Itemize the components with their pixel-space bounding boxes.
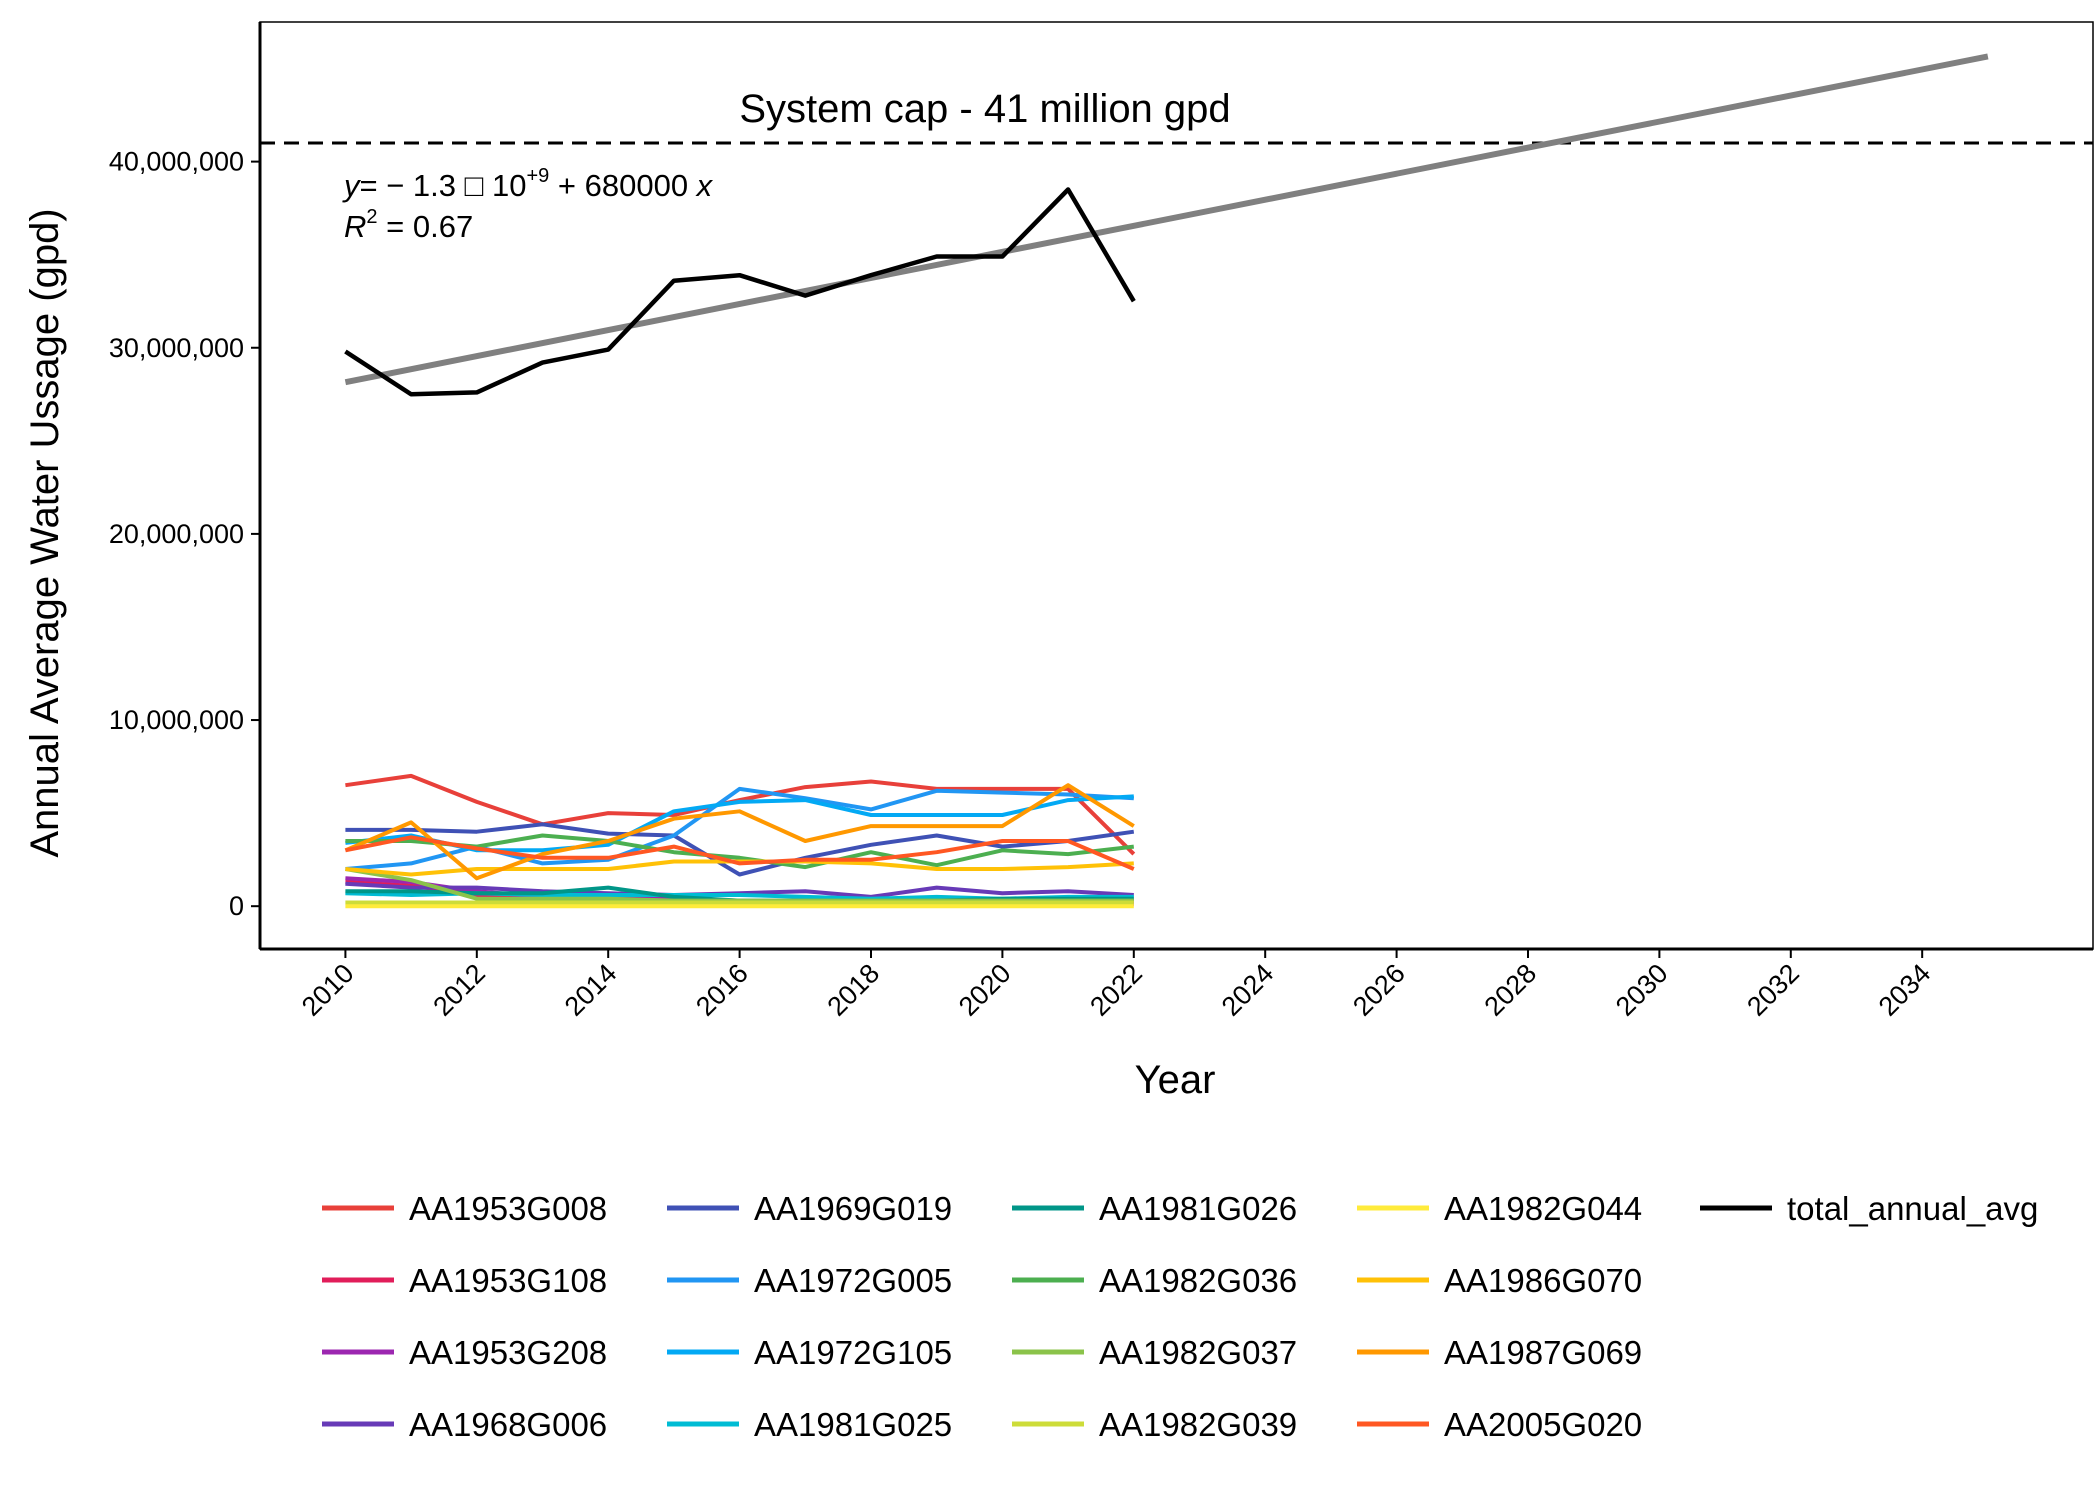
legend-item: AA1972G105 [667, 1334, 952, 1371]
legend-label: AA1981G026 [1099, 1190, 1297, 1227]
trend-line [344, 53, 1989, 386]
equation-main: = − 1.3 □ 10 [360, 168, 527, 203]
legend-label: AA1968G006 [409, 1406, 607, 1443]
legend-item: AA1972G005 [667, 1262, 952, 1299]
legend-label: AA1987G069 [1444, 1334, 1642, 1371]
x-tick-label: 2026 [1347, 958, 1411, 1022]
legend-label: total_annual_avg [1787, 1190, 2038, 1227]
r-squared-line: R2 = 0.67 [344, 206, 473, 244]
x-tick-label: 2012 [427, 958, 491, 1022]
legend-label: AA1953G008 [409, 1190, 607, 1227]
system-cap-label: System cap - 41 million gpd [739, 87, 1230, 131]
y-tick-label: 40,000,000 [109, 147, 244, 177]
equation-y: y [342, 168, 362, 203]
regression-equation: y= − 1.3 □ 10+9 + 680000 x R2 = 0.67 [342, 165, 714, 244]
x-tick-label: 2016 [690, 958, 754, 1022]
x-tick-label: 2028 [1479, 958, 1543, 1022]
legend-label: AA1953G208 [409, 1334, 607, 1371]
x-tick-label: 2010 [296, 958, 360, 1022]
r-squared-exponent: 2 [366, 206, 377, 228]
panel-border [259, 21, 2094, 950]
series-line-aa2005g020 [345, 835, 1135, 871]
r-squared-value: = 0.67 [378, 209, 474, 244]
x-tick-label: 2022 [1084, 958, 1148, 1022]
legend-label: AA1969G019 [754, 1190, 952, 1227]
trend-layer [260, 53, 2093, 386]
x-tick-label: 2024 [1216, 958, 1280, 1022]
legend-item: AA1969G019 [667, 1190, 952, 1227]
x-tick-label: 2020 [953, 958, 1017, 1022]
legend: AA1953G008 AA1953G108 AA1953G208 AA1968G006… [322, 1190, 2038, 1443]
equation-rest: + 680000 [549, 168, 696, 203]
y-tick-label: 20,000,000 [109, 519, 244, 549]
legend-item: AA1953G108 [322, 1262, 607, 1299]
x-axis-title: Year [1135, 1058, 1216, 1102]
series-line-aa1987g069 [344, 783, 1135, 881]
x-tick-label: 2032 [1741, 958, 1805, 1022]
legend-item: AA1982G039 [1012, 1406, 1297, 1443]
equation-exponent: +9 [526, 165, 549, 187]
equation-line: y= − 1.3 □ 10+9 + 680000 x [342, 165, 714, 203]
legend-label: AA1986G070 [1444, 1262, 1642, 1299]
legend-label: AA1982G037 [1099, 1334, 1297, 1371]
legend-label: AA1982G044 [1444, 1190, 1642, 1227]
legend-item: AA1986G070 [1357, 1262, 1642, 1299]
legend-label: AA1982G039 [1099, 1406, 1297, 1443]
series-line-total-annual-avg [344, 187, 1136, 397]
y-axis-title: Annual Average Water Ussage (gpd) [23, 208, 67, 857]
legend-label: AA1981G025 [754, 1406, 952, 1443]
y-tick-label: 10,000,000 [109, 705, 244, 735]
x-tick-label: 2018 [822, 958, 886, 1022]
legend-item: AA1982G037 [1012, 1334, 1297, 1371]
y-tick-label: 30,000,000 [109, 333, 244, 363]
r-squared-r: R [344, 209, 366, 244]
legend-item: AA1981G025 [667, 1406, 952, 1443]
legend-item: AA1981G026 [1012, 1190, 1297, 1227]
legend-item: AA1953G008 [322, 1190, 607, 1227]
legend-item: AA1987G069 [1357, 1334, 1642, 1371]
legend-label: AA1953G108 [409, 1262, 607, 1299]
x-tick-label: 2014 [559, 958, 623, 1022]
y-tick-label: 0 [229, 891, 244, 921]
legend-item: AA2005G020 [1357, 1406, 1642, 1443]
legend-item: AA1982G044 [1357, 1190, 1642, 1227]
x-tick-label: 2030 [1610, 958, 1674, 1022]
legend-label: AA1972G105 [754, 1334, 952, 1371]
series-line-aa1969g019 [345, 822, 1135, 877]
plot-area [259, 21, 2094, 950]
series-layer [344, 187, 1136, 909]
legend-item: AA1953G208 [322, 1334, 607, 1371]
legend-label: AA1982G036 [1099, 1262, 1297, 1299]
equation-x: x [695, 168, 714, 203]
legend-label: AA2005G020 [1444, 1406, 1642, 1443]
legend-item: AA1982G036 [1012, 1262, 1297, 1299]
x-tick-label: 2034 [1873, 958, 1937, 1022]
legend-item: AA1968G006 [322, 1406, 607, 1443]
legend-item: total_annual_avg [1700, 1190, 2038, 1227]
legend-label: AA1972G005 [754, 1262, 952, 1299]
